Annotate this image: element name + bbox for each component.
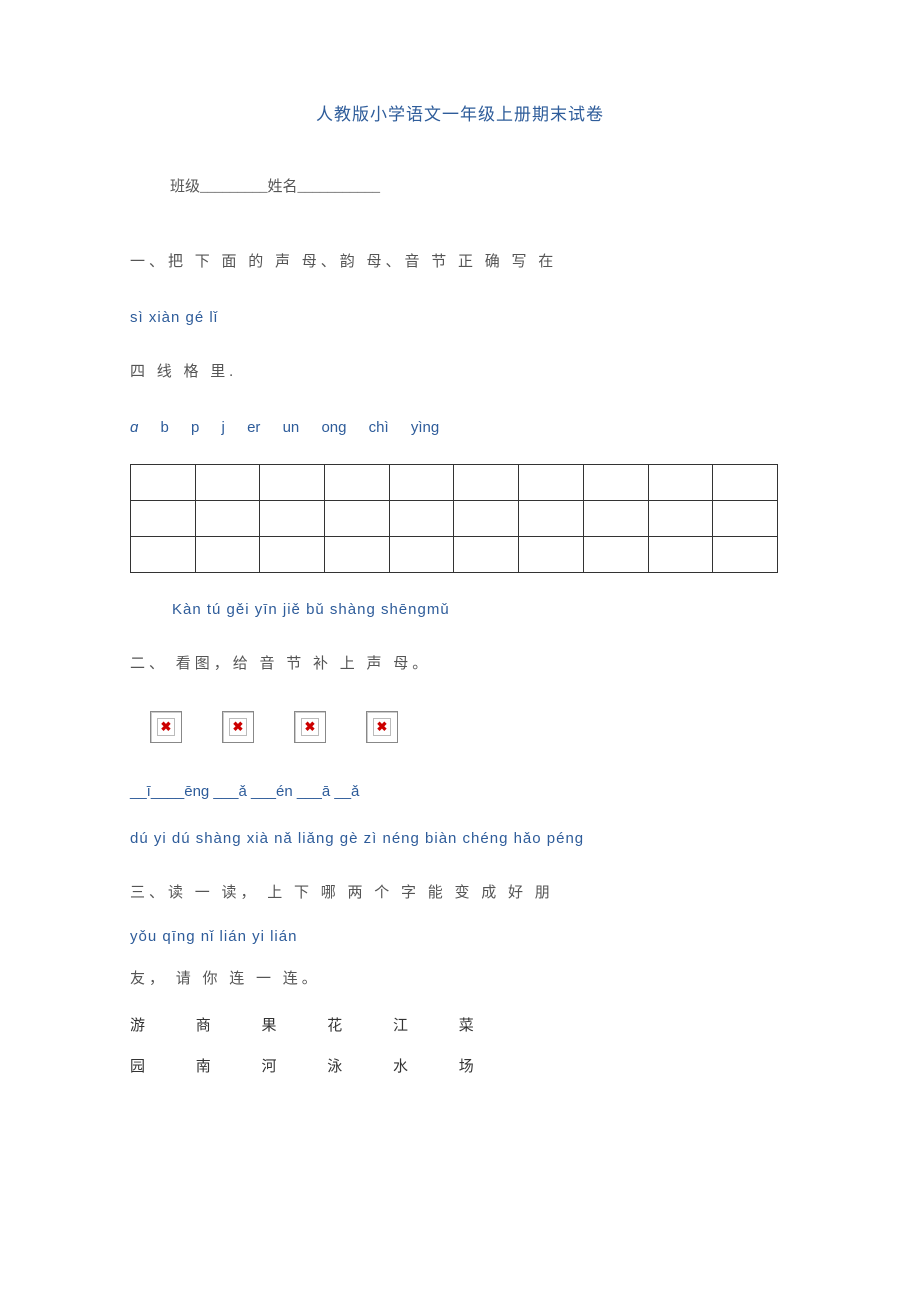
grid-cell bbox=[454, 537, 519, 573]
broken-image-icon: ✖ bbox=[222, 711, 254, 743]
grid-cell bbox=[454, 501, 519, 537]
class-name-fields: 班级_________姓名___________ bbox=[130, 175, 790, 196]
letter-item: b bbox=[161, 419, 169, 436]
grid-cell bbox=[583, 501, 648, 537]
broken-image-icon: ✖ bbox=[294, 711, 326, 743]
char-item: 游 bbox=[130, 1014, 192, 1035]
char-row-1: 游 商 果 花 江 菜 bbox=[130, 1014, 790, 1035]
grid-cell bbox=[325, 465, 390, 501]
char-item: 果 bbox=[262, 1014, 324, 1035]
grid-cell bbox=[325, 501, 390, 537]
letter-item: chì bbox=[369, 419, 389, 436]
grid-cell bbox=[131, 465, 196, 501]
char-item: 菜 bbox=[459, 1014, 521, 1035]
section1-line1: 一、把 下 面 的 声 母、韵 母、音 节 正 确 写 在 bbox=[130, 246, 790, 279]
broken-images-row: ✖ ✖ ✖ ✖ bbox=[130, 711, 790, 743]
char-row-2: 园 南 河 泳 水 场 bbox=[130, 1055, 790, 1076]
char-item: 河 bbox=[262, 1055, 324, 1076]
grid-cell bbox=[389, 537, 454, 573]
grid-cell bbox=[519, 501, 584, 537]
char-item: 南 bbox=[196, 1055, 258, 1076]
section1-pinyin: sì xiàn gé lǐ bbox=[130, 309, 790, 326]
grid-cell bbox=[260, 501, 325, 537]
grid-row bbox=[131, 537, 778, 573]
grid-cell bbox=[195, 465, 260, 501]
letter-item: ɑ bbox=[130, 419, 138, 436]
grid-cell bbox=[519, 465, 584, 501]
grid-row bbox=[131, 465, 778, 501]
grid-cell bbox=[713, 501, 778, 537]
grid-cell bbox=[583, 465, 648, 501]
grid-cell bbox=[260, 465, 325, 501]
section1-line2: 四 线 格 里. bbox=[130, 356, 790, 389]
char-item: 商 bbox=[196, 1014, 258, 1035]
letter-item: er bbox=[247, 419, 260, 436]
section2-pinyin: Kàn tú gěi yīn jiě bǔ shàng shēngmǔ bbox=[130, 601, 790, 618]
char-item: 花 bbox=[327, 1014, 389, 1035]
grid-cell bbox=[648, 465, 713, 501]
grid-cell bbox=[131, 537, 196, 573]
grid-cell bbox=[519, 537, 584, 573]
grid-cell bbox=[195, 537, 260, 573]
section3-line1: 三、读 一 读， 上 下 哪 两 个 字 能 变 成 好 朋 bbox=[130, 877, 790, 910]
letter-item: yìng bbox=[411, 419, 439, 436]
section3-pinyin1: dú yi dú shàng xià nǎ liǎng gè zì néng b… bbox=[130, 830, 790, 847]
section3-line2: 友， 请 你 连 一 连。 bbox=[130, 963, 790, 996]
char-item: 江 bbox=[393, 1014, 455, 1035]
grid-cell bbox=[648, 537, 713, 573]
page-title: 人教版小学语文一年级上册期末试卷 bbox=[130, 100, 790, 125]
broken-image-icon: ✖ bbox=[150, 711, 182, 743]
letter-item: ong bbox=[321, 419, 346, 436]
letter-item: j bbox=[222, 419, 225, 436]
letter-item: p bbox=[191, 419, 199, 436]
section2-text: 二、 看图，给 音 节 补 上 声 母。 bbox=[130, 648, 790, 681]
grid-cell bbox=[389, 501, 454, 537]
grid-cell bbox=[325, 537, 390, 573]
grid-cell bbox=[583, 537, 648, 573]
broken-image-icon: ✖ bbox=[366, 711, 398, 743]
section3-pinyin2: yǒu qīng nǐ lián yi lián bbox=[130, 928, 790, 945]
letter-item: un bbox=[283, 419, 300, 436]
letters-row: ɑ b p j er un ong chì yìng bbox=[130, 419, 790, 436]
grid-cell bbox=[260, 537, 325, 573]
grid-cell bbox=[389, 465, 454, 501]
grid-cell bbox=[195, 501, 260, 537]
grid-cell bbox=[713, 537, 778, 573]
grid-cell bbox=[454, 465, 519, 501]
char-item: 水 bbox=[393, 1055, 455, 1076]
grid-row bbox=[131, 501, 778, 537]
grid-cell bbox=[131, 501, 196, 537]
char-item: 园 bbox=[130, 1055, 192, 1076]
char-item: 场 bbox=[459, 1055, 521, 1076]
four-line-grid bbox=[130, 464, 778, 573]
section2-blanks: __ī____ēng ___ǎ ___én ___ā __ǎ bbox=[130, 783, 790, 800]
grid-cell bbox=[648, 501, 713, 537]
char-item: 泳 bbox=[327, 1055, 389, 1076]
grid-cell bbox=[713, 465, 778, 501]
